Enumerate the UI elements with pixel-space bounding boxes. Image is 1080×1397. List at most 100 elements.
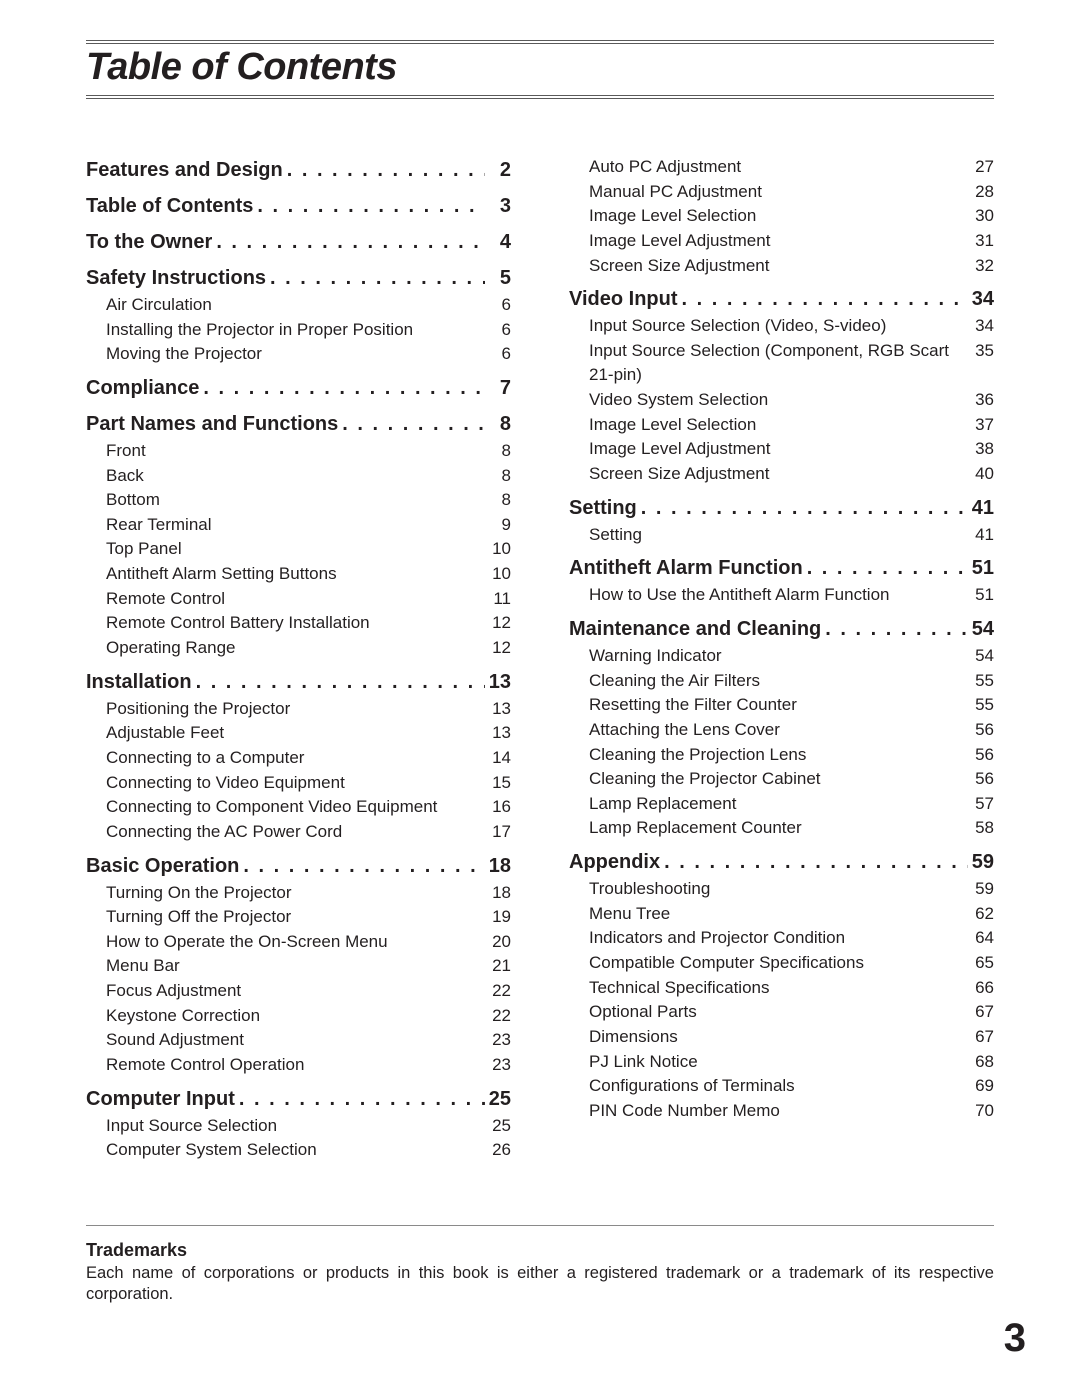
toc-section-title: Computer Input [86,1084,235,1114]
toc-item-row[interactable]: Input Source Selection25 [86,1114,511,1139]
toc-section-row[interactable]: Computer Input25 [86,1084,511,1114]
toc-item-row[interactable]: Remote Control11 [86,587,511,612]
toc-item-row[interactable]: Attaching the Lens Cover56 [569,718,994,743]
toc-item-row[interactable]: Remote Control Battery Installation12 [86,611,511,636]
toc-section-row[interactable]: Installation13 [86,667,511,697]
toc-leader-dots [803,553,968,583]
toc-item-title: Dimensions [589,1025,968,1050]
toc-item-row[interactable]: Resetting the Filter Counter55 [569,693,994,718]
toc-section-row[interactable]: Part Names and Functions8 [86,409,511,439]
toc-item-row[interactable]: Cleaning the Projection Lens56 [569,743,994,768]
toc-item-row[interactable]: PIN Code Number Memo70 [569,1099,994,1124]
toc-item-row[interactable]: Positioning the Projector13 [86,697,511,722]
toc-item-row[interactable]: Video System Selection36 [569,388,994,413]
toc-item-row[interactable]: Connecting to Component Video Equipment1… [86,795,511,820]
toc-item-row[interactable]: Installing the Projector in Proper Posit… [86,318,511,343]
toc-item-page: 8 [485,464,511,489]
toc-item-row[interactable]: Setting41 [569,523,994,548]
toc-item-row[interactable]: Front8 [86,439,511,464]
toc-section: Maintenance and Cleaning54Warning Indica… [569,614,994,841]
toc-item-row[interactable]: Lamp Replacement Counter58 [569,816,994,841]
toc-item-row[interactable]: Turning Off the Projector19 [86,905,511,930]
toc-section-row[interactable]: Setting41 [569,493,994,523]
toc-item-row[interactable]: Dimensions67 [569,1025,994,1050]
toc-item-row[interactable]: Adjustable Feet13 [86,721,511,746]
toc-section: Features and Design2 [86,155,511,185]
toc-item-row[interactable]: Cleaning the Air Filters55 [569,669,994,694]
toc-item-row[interactable]: Sound Adjustment23 [86,1028,511,1053]
toc-section-row[interactable]: Table of Contents3 [86,191,511,221]
toc-item-title: Indicators and Projector Condition [589,926,968,951]
toc-section-row[interactable]: Antitheft Alarm Function51 [569,553,994,583]
page-number: 3 [1004,1316,1026,1361]
toc-item-title: Sound Adjustment [106,1028,485,1053]
toc-item-row[interactable]: Connecting the AC Power Cord17 [86,820,511,845]
toc-item-row[interactable]: Connecting to Video Equipment15 [86,771,511,796]
toc-item-row[interactable]: Screen Size Adjustment40 [569,462,994,487]
toc-item-row[interactable]: Connecting to a Computer14 [86,746,511,771]
toc-item-row[interactable]: Operating Range12 [86,636,511,661]
toc-leader-dots [239,851,485,881]
toc-section: Appendix59Troubleshooting59Menu Tree62In… [569,847,994,1123]
toc-item-row[interactable]: Bottom8 [86,488,511,513]
toc-section-row[interactable]: Compliance7 [86,373,511,403]
toc-section-page: 2 [485,155,511,185]
toc-item-row[interactable]: Auto PC Adjustment27 [569,155,994,180]
toc-item-page: 32 [968,254,994,279]
toc-item-page: 13 [485,697,511,722]
toc-item-row[interactable]: Configurations of Terminals69 [569,1074,994,1099]
toc-item-row[interactable]: Warning Indicator54 [569,644,994,669]
toc-item-row[interactable]: Manual PC Adjustment28 [569,180,994,205]
toc-item-row[interactable]: Back8 [86,464,511,489]
toc-item-row[interactable]: Optional Parts67 [569,1000,994,1025]
toc-item-page: 35 [968,339,994,364]
toc-item-row[interactable]: Cleaning the Projector Cabinet56 [569,767,994,792]
toc-item-row[interactable]: PJ Link Notice68 [569,1050,994,1075]
toc-item-page: 22 [485,979,511,1004]
toc-item-row[interactable]: How to Operate the On-Screen Menu20 [86,930,511,955]
toc-item-page: 22 [485,1004,511,1029]
toc-item-row[interactable]: Image Level Adjustment38 [569,437,994,462]
toc-section-row[interactable]: Video Input34 [569,284,994,314]
toc-item-row[interactable]: Compatible Computer Specifications65 [569,951,994,976]
toc-item-row[interactable]: Technical Specifications66 [569,976,994,1001]
toc-item-row[interactable]: Computer System Selection26 [86,1138,511,1163]
toc-item-row[interactable]: Antitheft Alarm Setting Buttons10 [86,562,511,587]
toc-item-row[interactable]: Menu Tree62 [569,902,994,927]
toc-section-row[interactable]: Basic Operation18 [86,851,511,881]
toc-item-title: Lamp Replacement [589,792,968,817]
toc-item-page: 10 [485,562,511,587]
toc-item-row[interactable]: Image Level Selection37 [569,413,994,438]
toc-section-row[interactable]: Safety Instructions5 [86,263,511,293]
toc-item-row[interactable]: Lamp Replacement57 [569,792,994,817]
toc-item-row[interactable]: Menu Bar21 [86,954,511,979]
toc-item-page: 67 [968,1025,994,1050]
toc-item-row[interactable]: Indicators and Projector Condition64 [569,926,994,951]
toc-section-title: Maintenance and Cleaning [569,614,821,644]
page: Table of Contents Features and Design2Ta… [0,0,1080,1397]
toc-item-row[interactable]: Air Circulation6 [86,293,511,318]
toc-item-row[interactable]: Input Source Selection (Video, S-video)3… [569,314,994,339]
toc-item-title: Top Panel [106,537,485,562]
toc-section: To the Owner4 [86,227,511,257]
toc-item-row[interactable]: Keystone Correction22 [86,1004,511,1029]
toc-item-row[interactable]: Top Panel10 [86,537,511,562]
toc-item-row[interactable]: Turning On the Projector18 [86,881,511,906]
toc-section-title: To the Owner [86,227,212,257]
toc-section-row[interactable]: To the Owner4 [86,227,511,257]
toc-item-title: Rear Terminal [106,513,485,538]
toc-item-row[interactable]: Focus Adjustment22 [86,979,511,1004]
toc-section-row[interactable]: Maintenance and Cleaning54 [569,614,994,644]
toc-item-row[interactable]: Input Source Selection (Component, RGB S… [569,339,994,388]
toc-item-row[interactable]: How to Use the Antitheft Alarm Function5… [569,583,994,608]
toc-item-row[interactable]: Rear Terminal9 [86,513,511,538]
toc-section-row[interactable]: Features and Design2 [86,155,511,185]
toc-item-row[interactable]: Remote Control Operation23 [86,1053,511,1078]
toc-item-page: 28 [968,180,994,205]
toc-item-row[interactable]: Moving the Projector6 [86,342,511,367]
toc-item-row[interactable]: Image Level Selection30 [569,204,994,229]
toc-item-row[interactable]: Image Level Adjustment31 [569,229,994,254]
toc-item-row[interactable]: Troubleshooting59 [569,877,994,902]
toc-section-row[interactable]: Appendix59 [569,847,994,877]
toc-item-row[interactable]: Screen Size Adjustment32 [569,254,994,279]
